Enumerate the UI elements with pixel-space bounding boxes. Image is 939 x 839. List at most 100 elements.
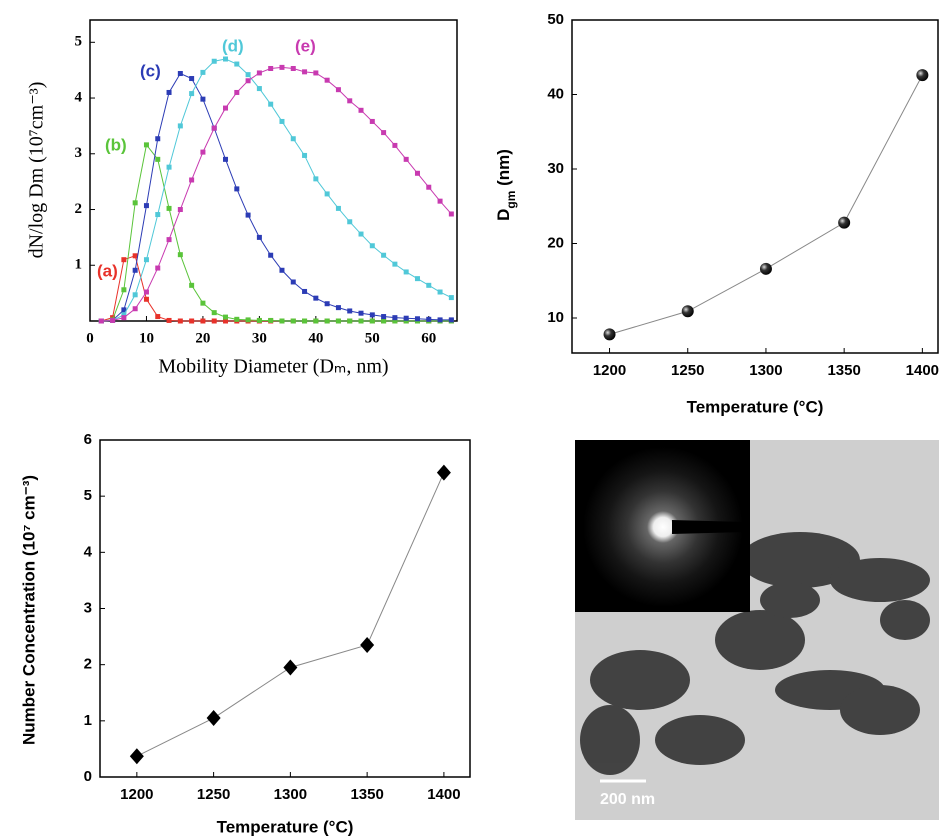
marker	[143, 203, 149, 209]
marker	[223, 56, 229, 62]
marker	[143, 289, 149, 295]
marker	[360, 637, 375, 654]
marker	[155, 314, 161, 320]
marker	[245, 78, 251, 84]
marker	[324, 301, 330, 307]
x-tick-label: 1250	[671, 362, 704, 379]
marker	[132, 292, 138, 298]
scale-label: 200 nm	[600, 791, 655, 808]
marker	[381, 252, 387, 258]
marker	[121, 257, 127, 263]
marker	[166, 89, 172, 95]
marker	[437, 317, 443, 323]
marker	[426, 282, 432, 288]
y-tick-label: 20	[547, 234, 564, 251]
marker	[414, 316, 420, 322]
marker	[200, 96, 206, 102]
y-tick-label: 4	[84, 543, 93, 560]
x-tick-label: 1400	[906, 362, 939, 379]
x-tick-label: 40	[308, 330, 323, 346]
marker	[358, 107, 364, 113]
marker	[681, 305, 694, 318]
y-tick-label: 3	[75, 145, 83, 161]
marker	[98, 318, 104, 324]
series-line	[609, 74, 923, 335]
series-line	[136, 472, 445, 757]
marker	[290, 279, 296, 285]
x-axis-label: Temperature (°C)	[687, 397, 824, 416]
y-tick-label: 2	[75, 201, 83, 217]
marker	[335, 87, 341, 93]
marker	[324, 191, 330, 197]
marker	[268, 252, 274, 258]
marker	[283, 659, 298, 676]
marker	[426, 184, 432, 190]
y-tick-label: 0	[84, 768, 92, 785]
y-label-end: (nm)	[494, 149, 513, 191]
y-tick-label: 10	[547, 309, 564, 326]
marker	[381, 318, 387, 324]
series-line	[101, 58, 452, 322]
marker	[234, 186, 240, 192]
x-tick-label: 30	[252, 330, 267, 346]
marker	[279, 318, 285, 324]
x-tick-label: 0	[86, 330, 94, 346]
marker	[256, 317, 262, 323]
marker	[335, 318, 341, 324]
marker	[256, 86, 262, 92]
marker	[347, 308, 353, 314]
marker	[369, 312, 375, 318]
x-tick-label: 1400	[427, 786, 460, 803]
marker	[313, 176, 319, 182]
marker	[189, 282, 195, 288]
marker	[347, 219, 353, 225]
marker	[403, 269, 409, 275]
x-tick-label: 20	[195, 330, 210, 346]
tem-particles	[580, 532, 930, 775]
marker	[448, 317, 454, 323]
x-axis-label: Mobility Diameter (Dₘ, nm)	[158, 356, 388, 378]
marker	[759, 262, 772, 275]
marker	[132, 267, 138, 273]
marker	[245, 317, 251, 323]
marker	[347, 98, 353, 104]
plot-frame	[99, 439, 471, 778]
y-label-main: D	[494, 209, 513, 221]
marker	[129, 748, 144, 765]
x-tick-label: 1300	[749, 362, 782, 379]
y-tick-label: 6	[84, 431, 92, 448]
marker	[223, 318, 229, 324]
beam-stop	[672, 520, 745, 534]
marker	[177, 252, 183, 258]
marker	[414, 276, 420, 282]
marker	[110, 317, 116, 323]
x-tick-label: 1200	[120, 786, 153, 803]
plot-frame	[571, 19, 939, 354]
y-tick-label: 30	[547, 160, 564, 177]
marker	[166, 205, 172, 211]
marker	[166, 317, 172, 323]
series-label: (e)	[295, 36, 316, 55]
series-label: (c)	[140, 61, 161, 80]
marker	[358, 310, 364, 316]
marker	[155, 265, 161, 271]
marker	[155, 136, 161, 142]
y-tick-label: 1	[84, 712, 92, 729]
marker	[234, 61, 240, 67]
marker	[121, 307, 127, 313]
marker	[426, 316, 432, 322]
marker	[392, 261, 398, 267]
marker	[132, 253, 138, 259]
marker	[245, 212, 251, 218]
marker	[177, 71, 183, 77]
marker	[268, 65, 274, 71]
marker	[313, 295, 319, 301]
marker	[143, 296, 149, 302]
series-label: (d)	[222, 36, 244, 55]
marker	[324, 318, 330, 324]
marker	[189, 177, 195, 183]
marker	[166, 237, 172, 243]
marker	[121, 287, 127, 293]
marker	[290, 318, 296, 324]
marker	[302, 152, 308, 158]
